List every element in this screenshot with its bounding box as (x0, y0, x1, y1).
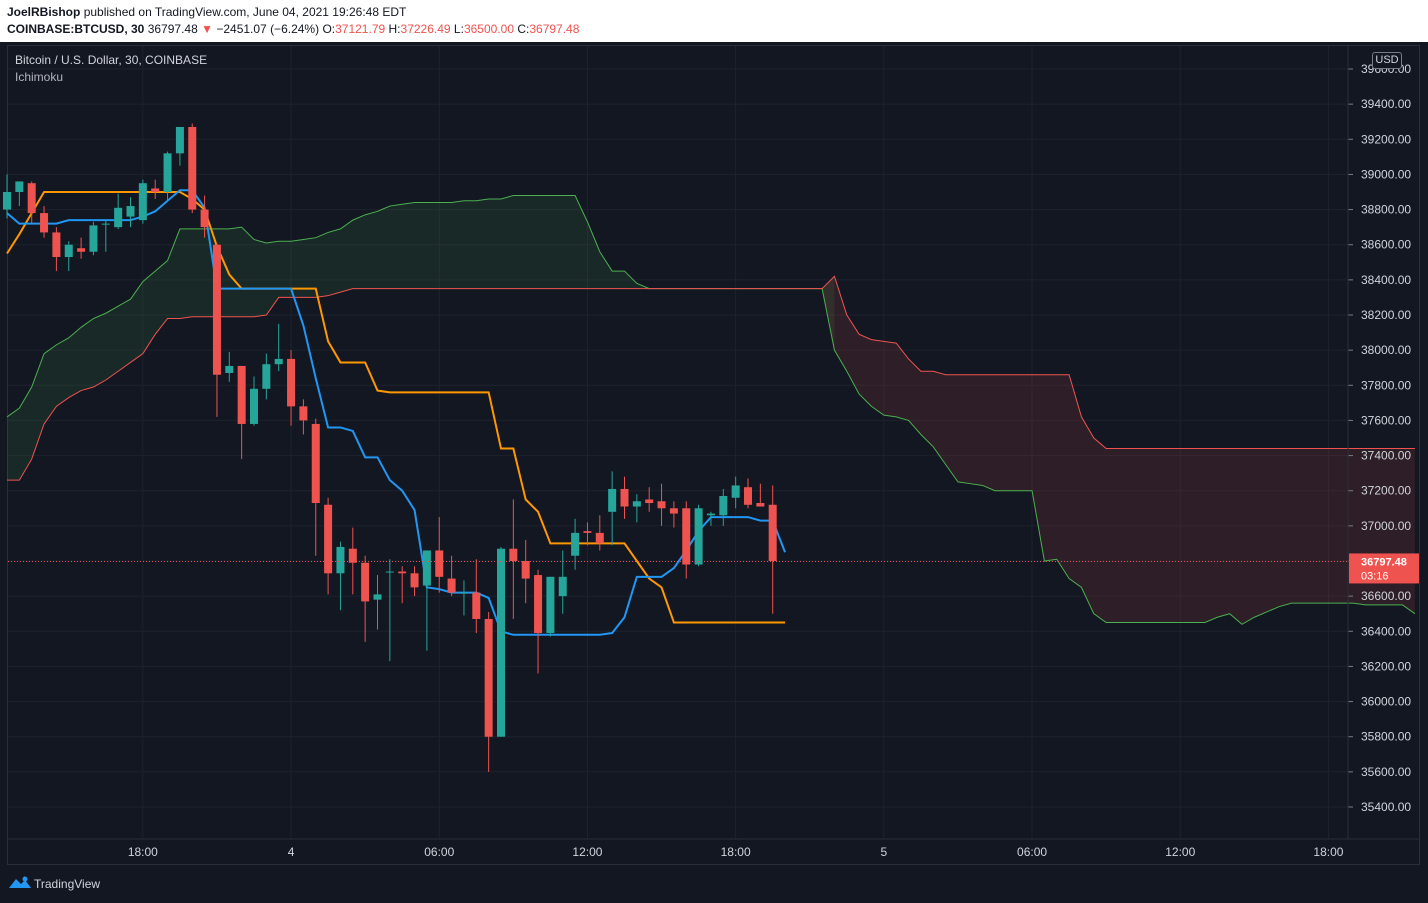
publish-date: published on TradingView.com, June 04, 2… (83, 5, 407, 19)
symbol-label: COINBASE:BTCUSD, 30 (7, 22, 145, 36)
open-value: 37121.79 (335, 22, 386, 36)
author-name[interactable]: JoelRBishop (7, 5, 81, 19)
tradingview-brand[interactable]: TradingView (34, 877, 101, 891)
last-price: 36797.48 (147, 22, 198, 36)
currency-button[interactable]: USD (1372, 52, 1402, 69)
high-label: H: (388, 22, 401, 36)
price-change: −2451.07 (−6.24%) (216, 22, 320, 36)
chart-legend-title[interactable]: Bitcoin / U.S. Dollar, 30, COINBASE (15, 53, 208, 67)
open-label: O: (322, 22, 336, 36)
low-value: 36500.00 (463, 22, 514, 36)
high-value: 37226.49 (400, 22, 451, 36)
publish-header: JoelRBishop published on TradingView.com… (0, 0, 1428, 42)
tradingview-logo-icon[interactable] (8, 875, 32, 891)
close-label: C: (517, 22, 530, 36)
low-label: L: (453, 22, 464, 36)
ohlc-line: COINBASE:BTCUSD, 30 36797.48 ▼ −2451.07 … (7, 22, 579, 36)
footer (0, 866, 1428, 903)
down-arrow-icon: ▼ (201, 22, 213, 36)
chart-pane[interactable] (7, 45, 1420, 865)
indicator-legend[interactable]: Ichimoku (15, 70, 64, 84)
close-value: 36797.48 (529, 22, 580, 36)
publish-info: JoelRBishop published on TradingView.com… (7, 5, 406, 19)
